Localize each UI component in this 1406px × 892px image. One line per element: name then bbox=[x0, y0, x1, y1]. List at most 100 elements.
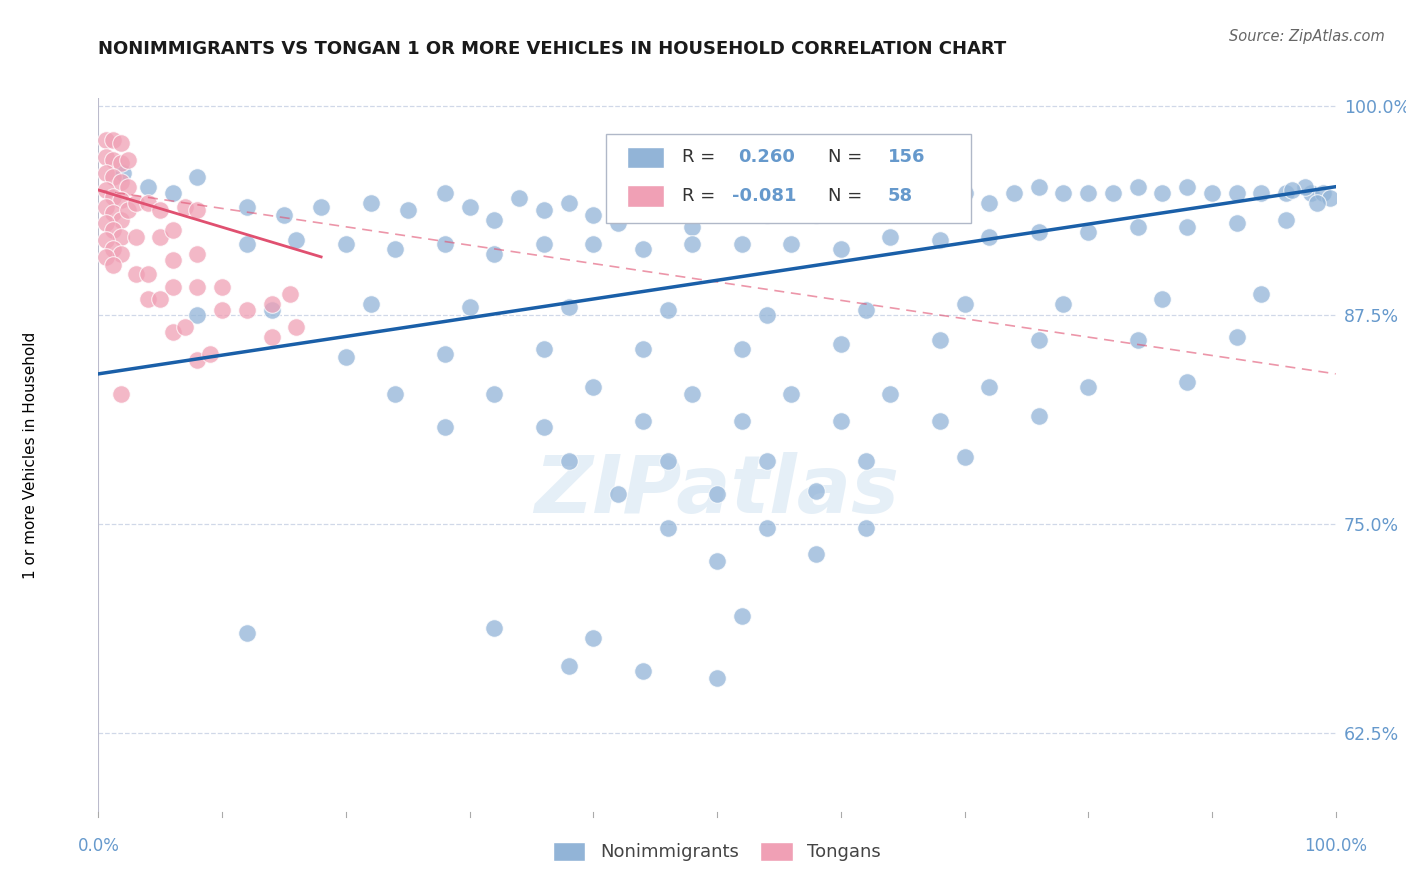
Point bbox=[1028, 225, 1050, 239]
Point bbox=[433, 186, 456, 201]
Point bbox=[979, 196, 1001, 211]
Point bbox=[1275, 213, 1298, 227]
Point bbox=[236, 626, 259, 640]
Point bbox=[1299, 186, 1322, 201]
Point bbox=[855, 520, 877, 534]
Point bbox=[830, 242, 852, 256]
Point bbox=[755, 208, 778, 222]
Point bbox=[1028, 409, 1050, 423]
Point bbox=[508, 191, 530, 205]
Point bbox=[136, 267, 159, 281]
Point bbox=[804, 483, 827, 498]
Point bbox=[198, 347, 221, 361]
Point bbox=[433, 236, 456, 251]
Point bbox=[94, 150, 117, 164]
Point bbox=[631, 342, 654, 356]
Point bbox=[174, 320, 197, 334]
FancyBboxPatch shape bbox=[627, 186, 664, 207]
Point bbox=[557, 454, 579, 468]
Point bbox=[110, 213, 132, 227]
Point bbox=[110, 156, 132, 170]
Point bbox=[186, 353, 208, 368]
Point bbox=[94, 233, 117, 247]
Point bbox=[458, 300, 481, 314]
Point bbox=[484, 213, 506, 227]
Point bbox=[260, 303, 283, 318]
Point bbox=[928, 334, 950, 348]
Point bbox=[236, 236, 259, 251]
Point bbox=[1294, 179, 1316, 194]
Point bbox=[1250, 186, 1272, 201]
Point bbox=[94, 250, 117, 264]
Point bbox=[631, 414, 654, 428]
Point bbox=[335, 236, 357, 251]
Legend: Nonimmigrants, Tongans: Nonimmigrants, Tongans bbox=[544, 833, 890, 871]
Point bbox=[631, 665, 654, 679]
Point bbox=[979, 230, 1001, 244]
Point bbox=[433, 347, 456, 361]
Point bbox=[384, 242, 406, 256]
Point bbox=[186, 309, 208, 323]
Point bbox=[1126, 334, 1149, 348]
Point bbox=[780, 387, 803, 401]
Text: 1 or more Vehicles in Household: 1 or more Vehicles in Household bbox=[22, 331, 38, 579]
Point bbox=[124, 230, 146, 244]
Point bbox=[780, 200, 803, 214]
Point bbox=[582, 631, 605, 645]
Point bbox=[731, 191, 754, 205]
Point bbox=[1028, 334, 1050, 348]
Text: R =: R = bbox=[682, 187, 721, 205]
Point bbox=[136, 292, 159, 306]
Point bbox=[830, 414, 852, 428]
Point bbox=[533, 342, 555, 356]
Point bbox=[1306, 196, 1329, 211]
Point bbox=[162, 223, 184, 237]
Point bbox=[953, 450, 976, 465]
Point bbox=[830, 336, 852, 351]
Point bbox=[162, 253, 184, 268]
Point bbox=[755, 520, 778, 534]
Point bbox=[149, 230, 172, 244]
Point bbox=[1028, 179, 1050, 194]
Point bbox=[1312, 186, 1334, 201]
Point bbox=[755, 309, 778, 323]
Point bbox=[124, 267, 146, 281]
Point bbox=[1077, 380, 1099, 394]
Point bbox=[953, 186, 976, 201]
Point bbox=[110, 193, 132, 207]
Point bbox=[103, 206, 125, 220]
FancyBboxPatch shape bbox=[606, 134, 970, 223]
Point bbox=[103, 133, 125, 147]
Text: NONIMMIGRANTS VS TONGAN 1 OR MORE VEHICLES IN HOUSEHOLD CORRELATION CHART: NONIMMIGRANTS VS TONGAN 1 OR MORE VEHICL… bbox=[98, 40, 1007, 58]
Point bbox=[124, 196, 146, 211]
Point bbox=[103, 169, 125, 184]
FancyBboxPatch shape bbox=[627, 146, 664, 168]
Point bbox=[657, 454, 679, 468]
Point bbox=[458, 200, 481, 214]
Point bbox=[1319, 191, 1341, 205]
Point bbox=[162, 280, 184, 294]
Point bbox=[484, 246, 506, 260]
Point bbox=[928, 196, 950, 211]
Point bbox=[1126, 219, 1149, 234]
Point bbox=[780, 236, 803, 251]
Point bbox=[260, 296, 283, 310]
Point bbox=[335, 350, 357, 364]
Point bbox=[285, 233, 308, 247]
Point bbox=[236, 200, 259, 214]
Point bbox=[1077, 225, 1099, 239]
Point bbox=[533, 420, 555, 434]
Point bbox=[162, 325, 184, 339]
Point bbox=[433, 420, 456, 434]
Point bbox=[731, 342, 754, 356]
Point bbox=[681, 387, 703, 401]
Point bbox=[557, 659, 579, 673]
Point bbox=[533, 236, 555, 251]
Point bbox=[879, 203, 901, 218]
Point bbox=[396, 203, 419, 218]
Text: 0.0%: 0.0% bbox=[77, 837, 120, 855]
Point bbox=[1226, 186, 1249, 201]
Point bbox=[681, 236, 703, 251]
Point bbox=[186, 169, 208, 184]
Point bbox=[657, 200, 679, 214]
